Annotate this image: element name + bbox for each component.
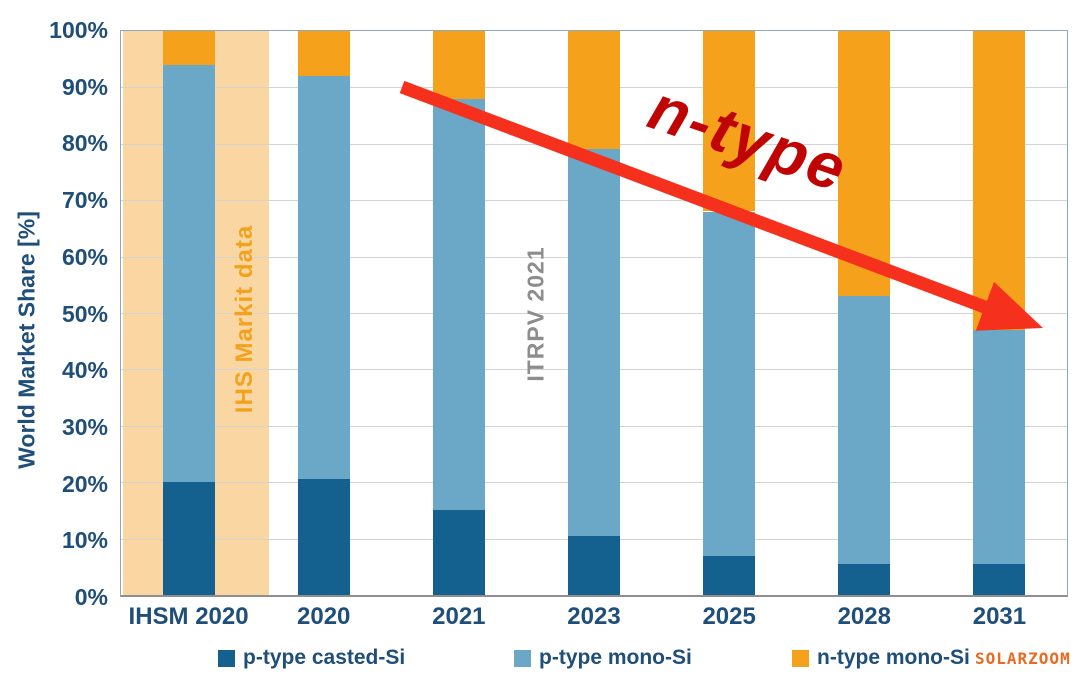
bar-2025-p-type-mono-si	[703, 211, 756, 556]
y-tick-80pct: 80%	[61, 130, 108, 157]
legend-item-p-type-mono-si: p-type mono-Si	[514, 646, 692, 670]
y-tick-60pct: 60%	[61, 243, 108, 270]
x-label-2025: 2025	[702, 603, 756, 630]
y-tick-20pct: 20%	[61, 470, 108, 497]
x-label-2021: 2021	[432, 603, 486, 630]
bar-2020-p-type-casted-si	[297, 479, 350, 595]
ihs-markit-data-label: IHS Markit data	[231, 224, 258, 414]
x-label-2020: 2020	[297, 603, 351, 630]
y-tick-50pct: 50%	[61, 300, 108, 327]
y-tick-40pct: 40%	[61, 357, 108, 384]
itrpv-source-label: ITRPV 2021	[522, 246, 549, 382]
legend-item-n-type-mono-si: n-type mono-Si	[792, 646, 970, 670]
legend-label: p-type mono-Si	[539, 646, 692, 669]
bar-ihsm-2020-n-type-mono-si	[162, 31, 215, 65]
bar-2021-p-type-casted-si	[432, 510, 485, 595]
legend-item-p-type-casted-si: p-type casted-Si	[218, 646, 405, 670]
y-tick-0pct: 0%	[74, 584, 108, 610]
x-label-2028: 2028	[837, 603, 891, 630]
y-tick-10pct: 10%	[61, 527, 108, 554]
bar-2021-n-type-mono-si	[432, 31, 485, 99]
y-tick-70pct: 70%	[61, 187, 108, 214]
bar-2025-p-type-casted-si	[703, 555, 756, 595]
x-label-2031: 2031	[972, 603, 1027, 630]
bar-2031-p-type-mono-si	[973, 329, 1026, 564]
bar-2031-p-type-casted-si	[973, 563, 1026, 595]
bar-2020-p-type-mono-si	[297, 76, 350, 480]
plot-layers: IHS Markit data ITRPV 2021	[121, 31, 1067, 595]
legend-swatch-icon	[792, 649, 809, 667]
y-tick-90pct: 90%	[61, 73, 108, 100]
bar-ihsm-2020-p-type-mono-si	[162, 64, 215, 483]
bar-2031-n-type-mono-si	[973, 31, 1026, 330]
bar-2021-p-type-mono-si	[432, 98, 485, 511]
legend-label: p-type casted-Si	[243, 646, 406, 669]
x-label-2023: 2023	[567, 603, 621, 630]
legend-swatch-icon	[514, 649, 531, 667]
bar-ihsm-2020-p-type-casted-si	[162, 482, 215, 595]
legend-label: n-type mono-Si	[817, 646, 970, 669]
bar-2028-p-type-mono-si	[838, 296, 891, 564]
bar-2023-p-type-mono-si	[568, 149, 620, 536]
y-tick-100pct: 100%	[49, 17, 108, 43]
bar-2028-p-type-casted-si	[838, 563, 891, 595]
bar-2023-p-type-casted-si	[568, 535, 620, 595]
plot-area: IHS Markit data ITRPV 2021	[120, 30, 1068, 597]
y-tick-30pct: 30%	[61, 413, 108, 440]
x-label-ihsm-2020: IHSM 2020	[128, 603, 249, 630]
solarzoom-watermark: SOLARZOOM	[975, 649, 1071, 668]
bar-2023-n-type-mono-si	[568, 31, 620, 150]
bar-2020-n-type-mono-si	[297, 31, 350, 77]
legend-swatch-icon	[218, 649, 235, 667]
